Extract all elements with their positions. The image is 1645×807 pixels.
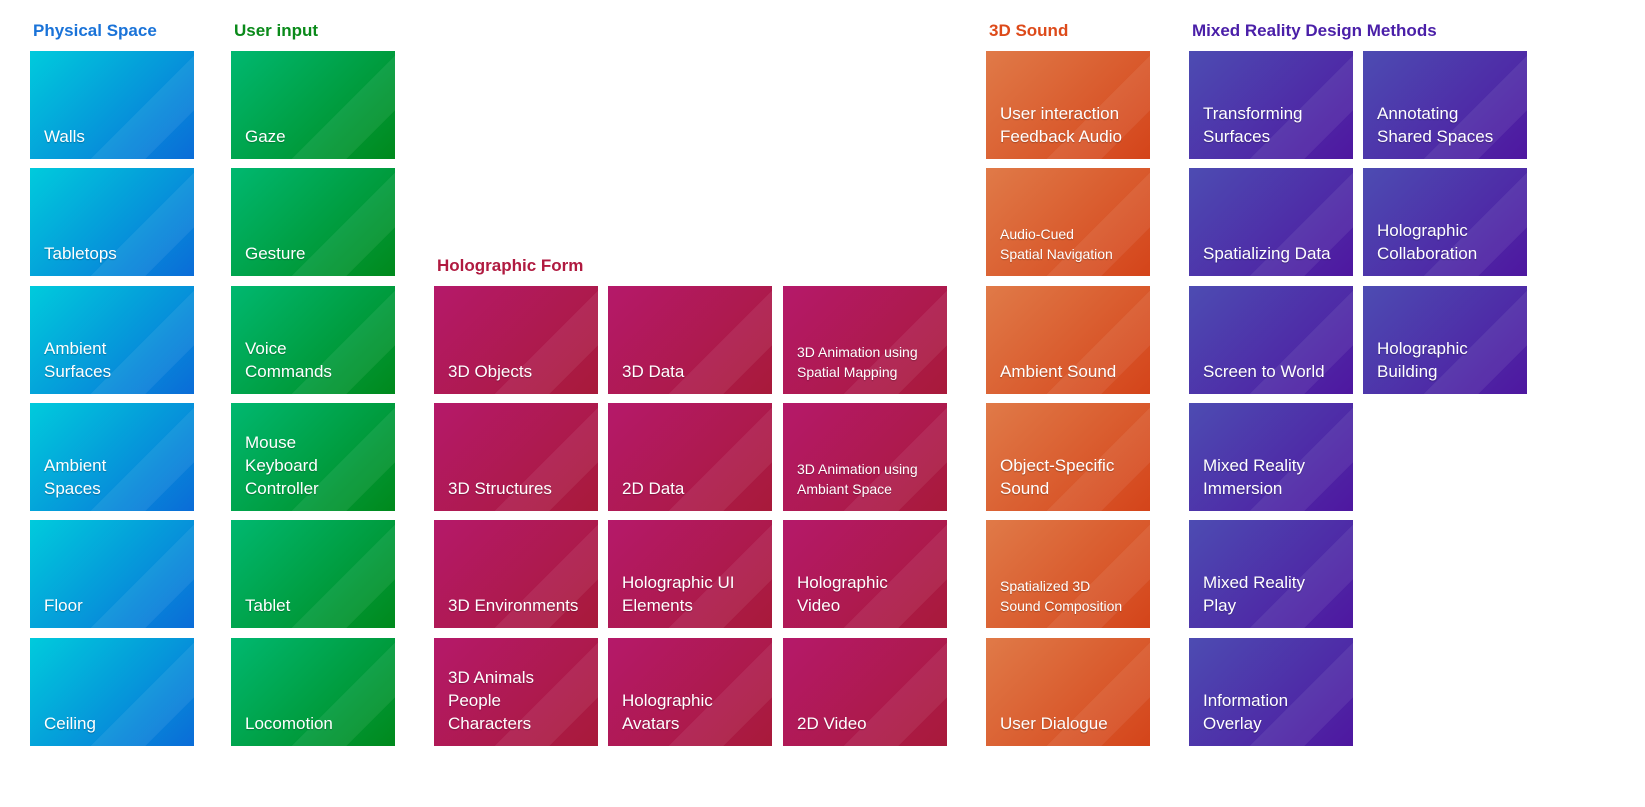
tile-mixed-reality-design-methods: Holographic Building — [1363, 286, 1527, 394]
tile-holographic-form: 3D Environments — [434, 520, 598, 628]
tile-label: Mixed Reality Immersion — [1203, 456, 1306, 498]
tile-user-input: Mouse Keyboard Controller — [231, 403, 395, 511]
tile-mixed-reality-design-methods: Holographic Collaboration — [1363, 168, 1527, 276]
tile-3d-sound: Object-Specific Sound — [986, 403, 1150, 511]
tile-3d-sound: Spatialized 3D Sound Composition — [986, 520, 1150, 628]
tile-label: Annotating Shared Spaces — [1377, 104, 1494, 146]
group-title-holographic-form: Holographic Form — [437, 256, 584, 275]
tile-label: Holographic Collaboration — [1377, 221, 1478, 263]
tile-label: Voice Commands — [245, 339, 332, 381]
tile-mixed-reality-design-methods: Mixed Reality Immersion — [1189, 403, 1353, 511]
tile-label: Floor — [44, 596, 83, 615]
tile-label: Holographic UI Elements — [622, 573, 735, 615]
tile-label: Locomotion — [245, 714, 333, 733]
group-title-physical-space: Physical Space — [33, 21, 157, 40]
tile-label: Audio-Cued Spatial Navigation — [1000, 226, 1113, 262]
tile-physical-space: Ambient Spaces — [30, 403, 194, 511]
tile-label: Object-Specific Sound — [1000, 456, 1115, 498]
tile-label: Mouse Keyboard Controller — [245, 433, 319, 498]
tile-label: Information Overlay — [1203, 691, 1289, 733]
tile-label: Ambient Spaces — [44, 456, 107, 498]
tile-holographic-form: 3D Structures — [434, 403, 598, 511]
tile-mixed-reality-design-methods: Mixed Reality Play — [1189, 520, 1353, 628]
tile-physical-space: Walls — [30, 51, 194, 159]
tile-label: 2D Data — [622, 479, 685, 498]
tile-3d-sound: User interaction Feedback Audio — [986, 51, 1150, 159]
tile-label: Tabletops — [44, 244, 117, 263]
tile-physical-space: Ambient Surfaces — [30, 286, 194, 394]
tile-physical-space: Tabletops — [30, 168, 194, 276]
tile-holographic-form: Holographic Avatars — [608, 638, 772, 746]
tile-holographic-form: 3D Animals People Characters — [434, 638, 598, 746]
tile-label: Ambient Surfaces — [44, 339, 112, 381]
tile-label: Gaze — [245, 127, 286, 146]
tile-label: 2D Video — [797, 714, 867, 733]
tile-user-input: Gaze — [231, 51, 395, 159]
tile-label: Spatialized 3D Sound Composition — [1000, 578, 1123, 614]
tile-label: Holographic Avatars — [622, 691, 713, 733]
group-title-mixed-reality-design-methods: Mixed Reality Design Methods — [1192, 21, 1437, 40]
tile-user-input: Gesture — [231, 168, 395, 276]
tile-label: Spatializing Data — [1203, 244, 1331, 263]
tile-holographic-form: 2D Data — [608, 403, 772, 511]
tile-holographic-form: 3D Animation using Ambiant Space — [783, 403, 947, 511]
tile-label: 3D Animals People Characters — [448, 668, 534, 733]
tile-label: User Dialogue — [1000, 714, 1108, 733]
tile-3d-sound: Audio-Cued Spatial Navigation — [986, 168, 1150, 276]
group-title-3d-sound: 3D Sound — [989, 21, 1069, 40]
tile-holographic-form: 3D Data — [608, 286, 772, 394]
tile-3d-sound: Ambient Sound — [986, 286, 1150, 394]
tile-user-input: Voice Commands — [231, 286, 395, 394]
tile-holographic-form: Holographic Video — [783, 520, 947, 628]
tile-label: Holographic Video — [797, 573, 888, 615]
tile-label: 3D Objects — [448, 362, 533, 381]
tile-label: Ceiling — [44, 714, 96, 733]
tile-mixed-reality-design-methods: Transforming Surfaces — [1189, 51, 1353, 159]
tile-mixed-reality-design-methods: Annotating Shared Spaces — [1363, 51, 1527, 159]
tile-label: Holographic Building — [1377, 339, 1468, 381]
tile-mixed-reality-design-methods: Information Overlay — [1189, 638, 1353, 746]
tile-label: Transforming Surfaces — [1203, 104, 1303, 146]
tile-label: User interaction Feedback Audio — [1000, 104, 1122, 146]
group-title-user-input: User input — [234, 21, 319, 40]
tile-mixed-reality-design-methods: Spatializing Data — [1189, 168, 1353, 276]
tile-label: 3D Animation using Ambiant Space — [797, 461, 918, 497]
tile-user-input: Tablet — [231, 520, 395, 628]
tile-holographic-form: 2D Video — [783, 638, 947, 746]
tile-label: Mixed Reality Play — [1203, 573, 1306, 615]
tile-holographic-form: 3D Objects — [434, 286, 598, 394]
tile-label: Ambient Sound — [1000, 362, 1117, 381]
tile-3d-sound: User Dialogue — [986, 638, 1150, 746]
tile-user-input: Locomotion — [231, 638, 395, 746]
tile-label: 3D Environments — [448, 596, 579, 615]
tile-holographic-form: Holographic UI Elements — [608, 520, 772, 628]
tile-label: 3D Structures — [448, 479, 552, 498]
tile-holographic-form: 3D Animation using Spatial Mapping — [783, 286, 947, 394]
tile-mixed-reality-design-methods: Screen to World — [1189, 286, 1353, 394]
tile-label: 3D Animation using Spatial Mapping — [797, 344, 918, 380]
tile-label: Gesture — [245, 244, 306, 263]
tile-label: Tablet — [245, 596, 291, 615]
tile-physical-space: Floor — [30, 520, 194, 628]
tile-label: 3D Data — [622, 362, 685, 381]
tile-physical-space: Ceiling — [30, 638, 194, 746]
tile-label: Walls — [44, 127, 85, 146]
tile-label: Screen to World — [1203, 362, 1325, 381]
